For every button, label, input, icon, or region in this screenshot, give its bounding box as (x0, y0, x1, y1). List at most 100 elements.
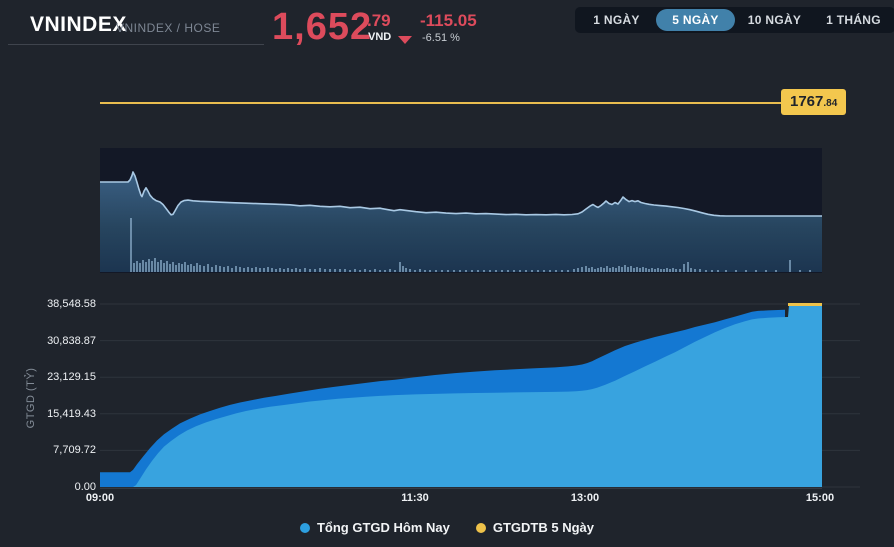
x-tick-label: 09:00 (85, 492, 115, 504)
volume-bar (537, 270, 539, 272)
volume-bar (263, 268, 265, 272)
tab-10-ngày[interactable]: 10 NGÀY (747, 13, 802, 27)
volume-bar (207, 264, 209, 272)
volume-bar (295, 268, 297, 272)
tab-1-tháng[interactable]: 1 THÁNG (826, 13, 881, 27)
volume-bar (561, 270, 563, 272)
volume-bar (624, 265, 626, 272)
volume-bar (615, 268, 617, 272)
volume-bar (775, 270, 777, 272)
reference-price-main: 1767 (790, 93, 824, 110)
volume-bar (223, 267, 225, 272)
volume-bar (275, 269, 277, 272)
y-tick-label: 38,548.58 (47, 298, 96, 310)
volume-bar (672, 268, 674, 272)
volume-bar (645, 268, 647, 272)
symbol-subtitle: VNINDEX / HOSE (116, 21, 221, 35)
y-tick-label: 15,419.43 (47, 407, 96, 420)
volume-bar (424, 270, 426, 272)
volume-bar (299, 269, 301, 272)
price-decimals: .79 (367, 11, 391, 30)
volume-bar (231, 268, 233, 272)
volume-bar (669, 269, 671, 272)
y-tick-label: 23,129.15 (47, 371, 96, 384)
volume-bar (291, 269, 293, 272)
volume-bar (435, 270, 437, 272)
volume-bar (809, 270, 811, 272)
volume-bar (666, 268, 668, 272)
volume-bar (344, 269, 346, 272)
volume-bar (441, 270, 443, 272)
volume-bar (199, 265, 201, 272)
volume-bar (630, 266, 632, 272)
reference-line (100, 102, 781, 104)
volume-bar (259, 268, 261, 272)
volume-bar (163, 263, 165, 272)
y-tick-label: 0.00 (74, 481, 96, 493)
volume-bar (181, 264, 183, 272)
volume-bar (603, 268, 605, 272)
reference-price-label: 1767.84 (781, 89, 847, 115)
volume-bar (543, 270, 545, 272)
volume-bar (459, 270, 461, 272)
price-line (100, 171, 822, 217)
volume-bar (251, 268, 253, 272)
volume-bar (606, 266, 608, 272)
volume-bar (374, 269, 376, 272)
volume-bar (364, 269, 366, 272)
volume-bar (399, 262, 401, 272)
volume-bar (157, 262, 159, 272)
volume-bar (172, 262, 174, 272)
volume-bar (283, 269, 285, 272)
volume-bar (429, 270, 431, 272)
volume-bar (501, 270, 503, 272)
volume-bar (447, 270, 449, 272)
volume-bar (389, 269, 391, 272)
volume-bar (577, 268, 579, 272)
volume-bar (243, 268, 245, 272)
volume-bar (175, 265, 177, 272)
x-tick-label: 15:00 (805, 492, 835, 504)
legend-item[interactable]: Tổng GTGD Hôm Nay (299, 520, 450, 535)
legend-item[interactable]: GTGDTB 5 Ngày (475, 520, 594, 535)
volume-bar (203, 266, 205, 272)
volume-bar (765, 270, 767, 272)
tab-5-ngày[interactable]: 5 NGÀY (656, 9, 735, 31)
volume-bar (142, 260, 144, 272)
price-chart[interactable] (100, 148, 822, 273)
volume-bar (309, 269, 311, 272)
volume-bar (755, 270, 757, 272)
volume-bar (419, 269, 421, 272)
volume-bar (705, 270, 707, 272)
volume-bar (687, 262, 689, 272)
volume-bar (267, 267, 269, 272)
volume-bar (627, 267, 629, 272)
header-divider (8, 44, 264, 45)
volume-bar (279, 268, 281, 272)
change-value: -115.05 (420, 11, 477, 30)
volume-bar (339, 269, 341, 272)
volume-bar (394, 270, 396, 272)
volume-bar (507, 270, 509, 272)
volume-bar (151, 261, 153, 272)
volume-bar (690, 268, 692, 272)
change-percent: -6.51 % (422, 32, 460, 44)
volume-bar (618, 266, 620, 272)
volume-bar (531, 270, 533, 272)
volume-bar (384, 270, 386, 272)
volume-bar (612, 267, 614, 272)
volume-bar (255, 267, 257, 272)
volume-bar (409, 269, 411, 272)
volume-bar (139, 263, 141, 272)
volume-bar (145, 262, 147, 272)
gtgd-chart[interactable] (100, 300, 860, 490)
volume-bar (597, 268, 599, 272)
volume-bar (477, 270, 479, 272)
volume-bar (636, 267, 638, 272)
volume-bar (495, 270, 497, 272)
volume-bar (609, 268, 611, 272)
tab-1-ngày[interactable]: 1 NGÀY (593, 13, 640, 27)
volume-bar (600, 267, 602, 272)
y-tick-label: 30,838.87 (47, 334, 96, 347)
volume-bar (453, 270, 455, 272)
